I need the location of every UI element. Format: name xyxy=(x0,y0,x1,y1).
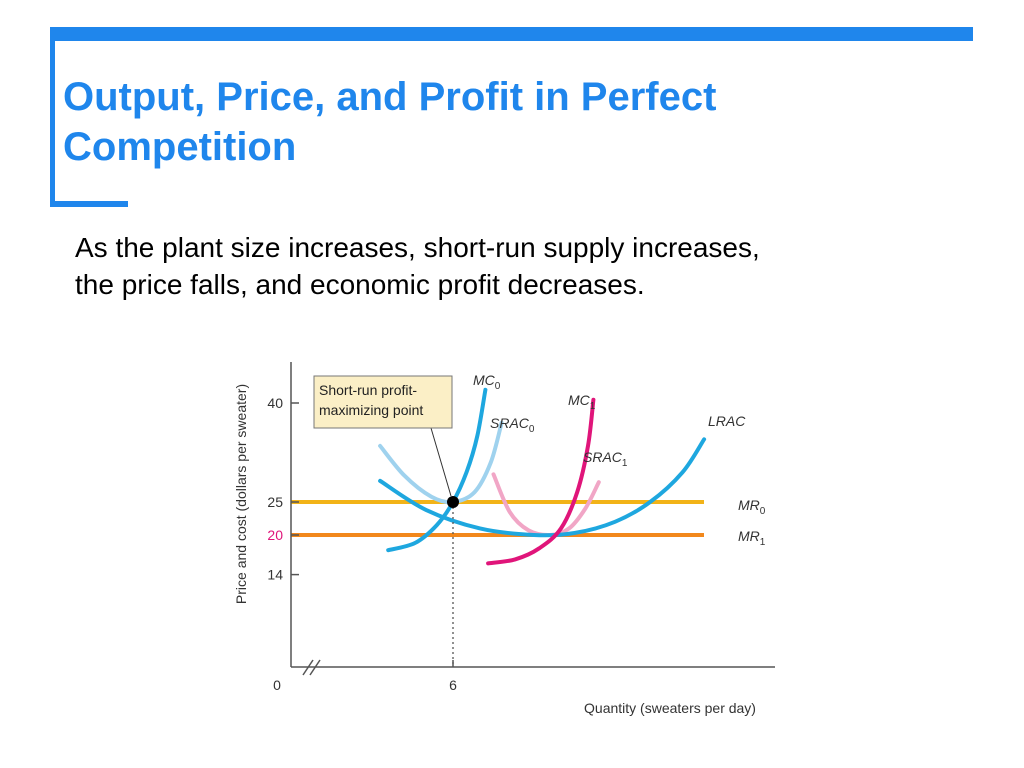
y-axis-title: Price and cost (dollars per sweater) xyxy=(233,384,249,604)
slide-body-text: As the plant size increases, short-run s… xyxy=(75,230,975,304)
mr0-label-name: MR xyxy=(738,497,760,513)
mc0-label-subscript: 0 xyxy=(495,381,501,392)
y-tick-label: 25 xyxy=(267,494,283,510)
srac1-label: SRAC1 xyxy=(583,449,628,469)
mc1-label-name: MC xyxy=(568,392,591,408)
srac0-label-name: SRAC xyxy=(490,415,530,431)
body-line-1: As the plant size increases, short-run s… xyxy=(75,232,760,263)
mr0-label-subscript: 0 xyxy=(760,506,766,517)
lrac-label: LRAC xyxy=(708,413,746,429)
body-line-2: the price falls, and economic profit dec… xyxy=(75,268,645,300)
profit-max-point xyxy=(447,496,459,508)
axis-break-mark xyxy=(302,659,314,676)
mr0-label: MR0 xyxy=(738,497,766,517)
srac1-label-subscript: 1 xyxy=(622,458,628,469)
y-tick-label: 14 xyxy=(267,567,283,583)
callout-text-line-2: maximizing point xyxy=(319,402,423,418)
slide-title: Output, Price, and Profit in Perfect Com… xyxy=(63,72,963,173)
origin-label: 0 xyxy=(273,677,281,693)
x-axis-title: Quantity (sweaters per day) xyxy=(584,700,756,716)
srac1-label-name: SRAC xyxy=(583,449,623,465)
mr1-label-name: MR xyxy=(738,528,760,544)
callout-text-line-1: Short-run profit- xyxy=(319,382,417,398)
lrac-curve xyxy=(378,437,707,538)
x-tick-label: 6 xyxy=(449,677,457,693)
srac0-label: SRAC0 xyxy=(490,415,535,435)
srac0-label-subscript: 0 xyxy=(529,424,535,435)
left-accent-bar xyxy=(50,27,55,207)
lrac-label-name: LRAC xyxy=(708,413,746,429)
axis-break-mark xyxy=(309,659,321,676)
top-accent-bar xyxy=(50,27,973,41)
mc1-curve xyxy=(486,397,596,566)
srac1-curve xyxy=(491,472,601,538)
callout-box xyxy=(313,375,453,429)
slide-title-line-1: Output, Price, and Profit in Perfect xyxy=(63,75,717,119)
y-tick-label: 20 xyxy=(267,527,283,543)
mr1-label: MR1 xyxy=(738,528,766,548)
mc1-label: MC1 xyxy=(568,392,596,412)
slide-title-line-2: Competition xyxy=(63,125,297,170)
mc0-label: MC0 xyxy=(473,372,501,392)
y-tick-label: 40 xyxy=(267,395,283,411)
callout-leader-line xyxy=(430,427,452,497)
mc1-label-subscript: 1 xyxy=(590,401,596,412)
mr1-label-subscript: 1 xyxy=(760,537,766,548)
title-underline-bar xyxy=(50,201,128,207)
mc0-label-name: MC xyxy=(473,372,496,388)
